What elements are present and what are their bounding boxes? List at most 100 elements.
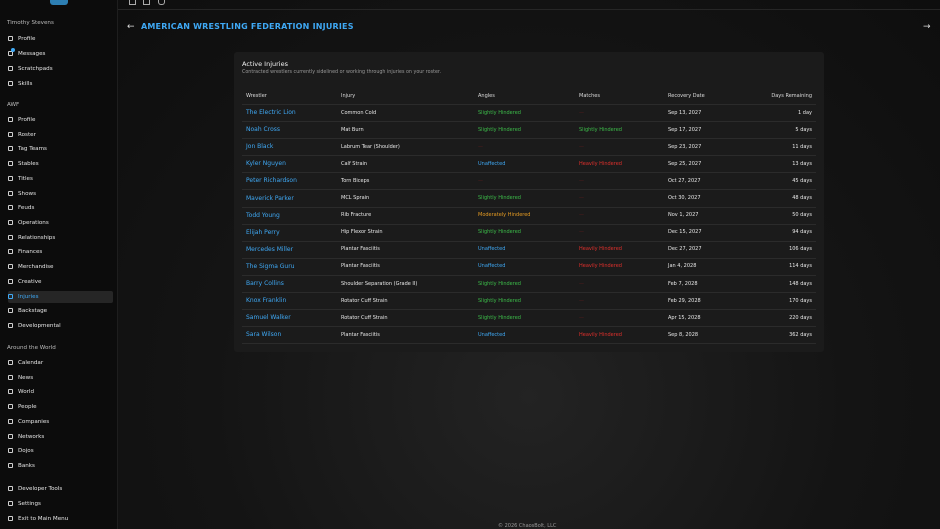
cell: Sep 23, 2027: [668, 143, 702, 150]
nav-item[interactable]: World: [8, 386, 113, 398]
cell: 114 days: [789, 263, 812, 270]
card-subtitle: Contracted wrestlers currently sidelined…: [242, 70, 441, 75]
nav-item[interactable]: Backstage: [8, 305, 113, 317]
row-divider: [242, 172, 816, 174]
status: —: [579, 314, 584, 321]
cell: Rib Fracture: [341, 212, 372, 219]
wrestler-link[interactable]: Samuel Walker: [246, 314, 291, 322]
row-divider: [242, 138, 816, 140]
nav-item[interactable]: Merchandise: [8, 261, 113, 273]
status: —: [478, 177, 483, 184]
main: ← → AMERICAN WRESTLING FEDERATION INJURI…: [118, 0, 940, 529]
status: Unaffected: [478, 263, 506, 270]
back-arrow[interactable]: ←: [127, 22, 135, 32]
top-icon[interactable]: [143, 0, 150, 5]
cell: 220 days: [789, 314, 812, 321]
wrestler-link[interactable]: Kyler Nguyen: [246, 160, 286, 168]
cell: Oct 30, 2027: [668, 195, 701, 201]
nav-item[interactable]: Titles: [8, 173, 113, 185]
wrestler-link[interactable]: Maverick Parker: [246, 194, 294, 202]
column-header: Days Remaining: [771, 93, 812, 99]
status: Slightly Hindered: [579, 126, 622, 133]
nav-item[interactable]: Developmental: [8, 320, 113, 332]
nav-item[interactable]: Injuries: [8, 290, 113, 303]
sidebar: Timothy Stevens Profile Messages Scratchpad…: [0, 0, 118, 529]
status: Heavily Hindered: [579, 331, 622, 338]
cell: Dec 15, 2027: [668, 229, 702, 236]
nav-item[interactable]: Banks: [8, 460, 113, 472]
nav-item[interactable]: Settings: [8, 498, 113, 510]
status: Slightly Hindered: [478, 280, 521, 287]
cell: 50 days: [792, 212, 812, 219]
nav-item[interactable]: Networks: [8, 431, 113, 443]
nav-item[interactable]: Operations: [8, 217, 113, 229]
row-divider: [242, 257, 816, 259]
cell: Jan 4, 2028: [668, 263, 697, 270]
nav-item[interactable]: Feuds: [8, 202, 113, 214]
section-title: Timothy Stevens: [7, 20, 54, 26]
row-divider: [242, 189, 816, 191]
nav-item[interactable]: Profile: [8, 114, 113, 126]
wrestler-link[interactable]: Noah Cross: [246, 126, 280, 134]
column-header: Injury: [341, 93, 356, 99]
wrestler-link[interactable]: Barry Collins: [246, 280, 284, 287]
cell: Apr 15, 2028: [668, 314, 701, 321]
nav-item[interactable]: Calendar: [8, 357, 113, 369]
nav-item[interactable]: News: [8, 372, 113, 384]
nav-item[interactable]: Dojos: [8, 445, 113, 457]
wrestler-link[interactable]: Mercedes Miller: [246, 245, 294, 253]
nav-item[interactable]: Developer Tools: [8, 483, 113, 495]
status: Heavily Hindered: [579, 160, 622, 167]
nav-item[interactable]: Scratchpads: [8, 63, 113, 75]
cell: Mat Burn: [341, 126, 364, 133]
nav-item[interactable]: Stables: [8, 158, 113, 170]
nav-item[interactable]: Profile: [8, 33, 113, 45]
nav-item[interactable]: Tag Teams: [8, 143, 113, 155]
wrestler-link[interactable]: Jon Black: [246, 143, 274, 151]
status: —: [579, 229, 584, 236]
cell: Plantar Fasciitis: [341, 246, 380, 253]
row-divider: [242, 206, 816, 208]
wrestler-link[interactable]: The Electric Lion: [246, 109, 296, 116]
nav-item[interactable]: Shows: [8, 188, 113, 200]
wrestler-link[interactable]: Elijah Perry: [246, 228, 280, 236]
column-header: Wrestler: [246, 93, 267, 99]
nav-item[interactable]: Roster: [8, 129, 113, 141]
status: —: [478, 143, 483, 150]
column-header: Angles: [478, 93, 495, 99]
wrestler-link[interactable]: Knox Franklin: [246, 297, 287, 305]
row-divider: [242, 274, 816, 276]
status: Heavily Hindered: [579, 246, 622, 253]
cell: Nov 1, 2027: [668, 212, 699, 219]
nav-item[interactable]: Finances: [8, 246, 113, 258]
status: —: [579, 195, 584, 201]
cell: 148 days: [789, 280, 812, 287]
wrestler-link[interactable]: Peter Richardson: [246, 177, 297, 185]
nav-item[interactable]: People: [8, 401, 113, 413]
cell: 13 days: [792, 160, 812, 167]
row-divider: [242, 309, 816, 311]
nav-item[interactable]: Creative: [8, 276, 113, 288]
nav-item[interactable]: Messages: [8, 48, 113, 60]
nav-item[interactable]: Skills: [8, 78, 113, 90]
nav-item[interactable]: Companies: [8, 416, 113, 428]
cell: 11 days: [792, 143, 812, 150]
forward-arrow[interactable]: →: [923, 22, 931, 32]
cell: Sep 17, 2027: [668, 126, 702, 133]
top-icon[interactable]: [129, 0, 136, 5]
status: —: [579, 212, 584, 219]
cell: Labrum Tear (Shoulder): [341, 143, 400, 150]
cell: Feb 7, 2028: [668, 280, 698, 287]
top-icon[interactable]: [158, 0, 165, 5]
nav-item[interactable]: Relationships: [8, 232, 113, 244]
wrestler-link[interactable]: Sara Wilson: [246, 331, 282, 339]
cell: Common Cold: [341, 109, 377, 116]
wrestler-link[interactable]: Todd Young: [246, 211, 280, 219]
status: Heavily Hindered: [579, 263, 622, 270]
wrestler-link[interactable]: The Sigma Guru: [246, 262, 295, 270]
status: Slightly Hindered: [478, 126, 521, 133]
nav-item[interactable]: Exit to Main Menu: [8, 513, 113, 525]
cell: 362 days: [789, 331, 812, 338]
status: —: [579, 143, 584, 150]
cell: MCL Sprain: [341, 195, 370, 201]
